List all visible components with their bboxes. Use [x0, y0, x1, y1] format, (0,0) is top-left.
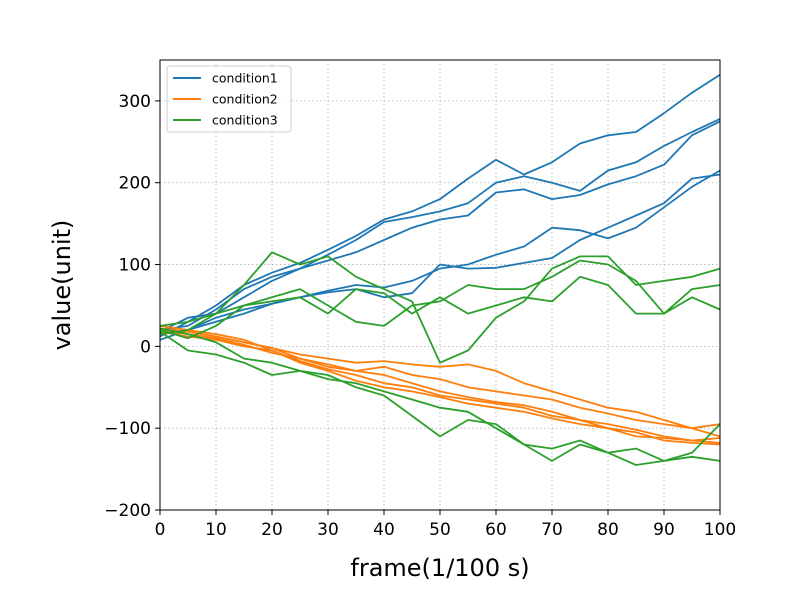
x-tick-label: 50	[429, 520, 451, 540]
legend-box	[166, 65, 292, 133]
y-tick-label: 100	[119, 256, 151, 276]
series-line-condition2	[159, 330, 721, 446]
y-axis-label: value(unit)	[48, 220, 76, 351]
y-tick-label: −100	[104, 419, 151, 439]
x-tick-label: 20	[261, 520, 283, 540]
x-axis: 0 10 20 30 40 50 60 70 80 90 100	[155, 510, 736, 540]
x-tick-label: 30	[317, 520, 339, 540]
x-tick-label: 0	[155, 520, 166, 540]
series-line-condition1	[159, 169, 721, 341]
series-line-condition2	[159, 330, 721, 442]
series-line-condition1	[159, 118, 721, 333]
y-tick-label: 300	[119, 92, 151, 112]
x-tick-label: 10	[205, 520, 227, 540]
legend-label-condition1: condition1	[212, 71, 278, 86]
legend-label-condition3: condition3	[212, 113, 278, 128]
series-layer	[159, 73, 721, 466]
series-line-condition1	[159, 120, 721, 331]
x-tick-label: 70	[541, 520, 563, 540]
x-tick-label: 90	[653, 520, 675, 540]
series-line-condition3	[159, 330, 721, 462]
series-line-condition3	[159, 275, 721, 335]
x-tick-label: 60	[485, 520, 507, 540]
legend: condition1 condition2 condition3	[166, 65, 292, 133]
series-line-condition3	[159, 327, 721, 466]
series-line-condition1	[159, 173, 721, 335]
legend-label-condition2: condition2	[212, 92, 278, 107]
y-tick-label: −200	[104, 501, 151, 521]
y-tick-label: 0	[140, 337, 151, 357]
x-tick-label: 80	[597, 520, 619, 540]
y-tick-label: 200	[119, 174, 151, 194]
x-tick-label: 40	[373, 520, 395, 540]
series-line-condition3	[159, 259, 721, 340]
x-axis-label: frame(1/100 s)	[350, 554, 529, 582]
x-tick-label: 100	[704, 520, 736, 540]
series-line-condition1	[159, 73, 721, 338]
y-axis: −200 −100 0 100 200 300	[104, 92, 160, 521]
